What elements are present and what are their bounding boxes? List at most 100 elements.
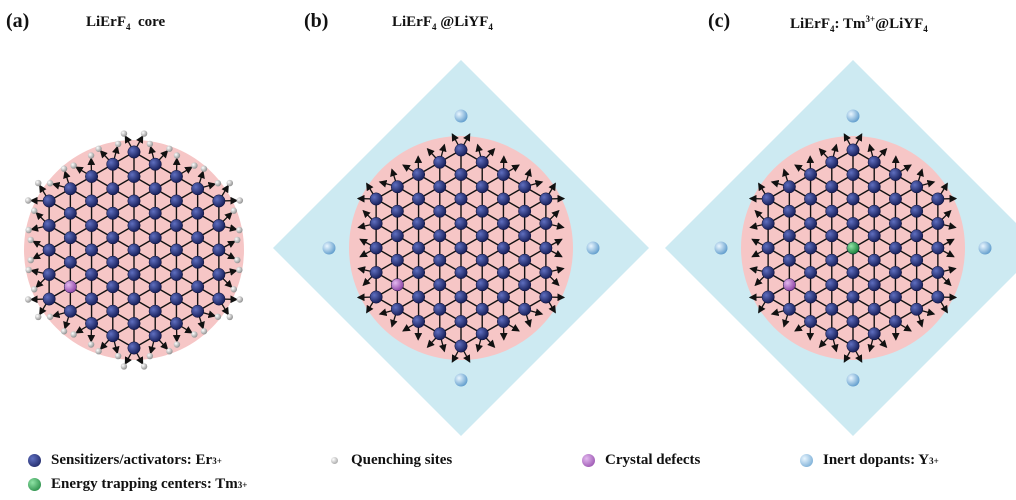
er-ion <box>846 192 860 206</box>
y-ion <box>978 241 992 255</box>
quenching-site <box>25 266 32 274</box>
quenching-site <box>230 207 237 214</box>
er-ion <box>825 302 839 316</box>
quenching-site <box>70 331 77 338</box>
er-ion <box>496 290 510 304</box>
er-ion <box>127 145 141 159</box>
er-ion <box>42 194 56 208</box>
quenching-site <box>191 331 198 338</box>
er-ion <box>106 255 120 269</box>
er-ion <box>910 229 924 243</box>
panel-a-diagram <box>24 130 244 370</box>
er-ion <box>169 317 183 330</box>
er-ion <box>475 327 489 341</box>
er-ion <box>931 290 945 304</box>
er-ion <box>867 327 881 341</box>
er-ion <box>412 315 426 328</box>
er-ion <box>931 266 945 279</box>
er-ion <box>148 231 162 245</box>
er-ion <box>191 206 205 220</box>
defect-ion <box>390 278 404 292</box>
er-ion <box>127 268 141 281</box>
er-ion <box>888 192 902 206</box>
er-ion <box>390 229 404 243</box>
quenching-site <box>173 341 181 348</box>
quenching-site <box>25 226 32 234</box>
er-ion <box>910 278 924 292</box>
quenching-site <box>120 130 128 137</box>
er-ion <box>106 304 120 318</box>
er-ion <box>782 204 796 218</box>
er-ion <box>148 182 162 196</box>
panel-c-letter: (c) <box>708 10 731 32</box>
er-ion <box>63 231 77 245</box>
er-ion <box>433 327 447 341</box>
er-ion <box>169 194 183 208</box>
er-ion <box>888 168 902 181</box>
quenching-site <box>70 162 77 169</box>
er-ion <box>475 302 489 316</box>
er-ion <box>931 217 945 230</box>
er-ion <box>867 302 881 316</box>
er-ion <box>846 266 860 279</box>
quenching-site <box>140 363 148 370</box>
quenching-site <box>35 179 42 187</box>
er-ion <box>148 206 162 220</box>
er-ion <box>496 192 510 206</box>
quenching-site <box>140 130 148 137</box>
er-ion <box>169 243 183 257</box>
er-ion <box>433 229 447 243</box>
defect-ion <box>782 278 796 292</box>
quenching-site-icon <box>331 457 338 464</box>
er-ion <box>148 304 162 318</box>
er-ion <box>867 204 881 218</box>
er-ion <box>433 180 447 194</box>
er-ion <box>42 243 56 257</box>
er-ion <box>910 180 924 194</box>
er-ion <box>454 339 468 353</box>
quenching-site <box>236 226 243 234</box>
er-ion <box>867 229 881 243</box>
er-ion <box>825 278 839 292</box>
er-ion <box>454 266 468 279</box>
y-ion <box>846 109 860 123</box>
er-ion <box>867 180 881 194</box>
quenching-site <box>166 348 173 355</box>
quenching-site <box>27 256 34 264</box>
er-ion <box>825 327 839 341</box>
er-ion <box>867 278 881 292</box>
er-ion <box>454 192 468 206</box>
er-ion <box>85 219 99 232</box>
er-ion <box>212 268 226 281</box>
legend-inert: Inert dopants: Y 3+ <box>800 452 939 469</box>
er-ion <box>846 217 860 230</box>
er-ion <box>910 204 924 218</box>
er-ion <box>85 292 99 306</box>
quenching-site <box>226 179 233 187</box>
er-ion <box>888 241 902 255</box>
legend-trapping: Energy trapping centers: Tm 3+ <box>28 476 247 493</box>
er-ion <box>475 155 489 169</box>
panel-a-letter: (a) <box>6 10 30 32</box>
quenching-site <box>236 266 243 274</box>
er-ion <box>169 170 183 183</box>
er-ion <box>539 217 553 230</box>
er-ion <box>454 315 468 328</box>
er-ion <box>412 192 426 206</box>
er-ion <box>539 290 553 304</box>
quenching-site <box>31 286 38 293</box>
er-ion <box>496 266 510 279</box>
er-ion <box>127 219 141 232</box>
er-ion <box>804 168 818 181</box>
er-ion <box>412 290 426 304</box>
er-ion <box>539 241 553 255</box>
quenching-site <box>95 145 102 152</box>
er-ion <box>127 194 141 208</box>
er-ion <box>42 219 56 232</box>
y-ion <box>454 373 468 387</box>
quenching-site <box>114 140 122 148</box>
er-ion <box>846 168 860 181</box>
er-ion <box>169 268 183 281</box>
er-ion <box>148 255 162 269</box>
er-ion <box>846 339 860 353</box>
